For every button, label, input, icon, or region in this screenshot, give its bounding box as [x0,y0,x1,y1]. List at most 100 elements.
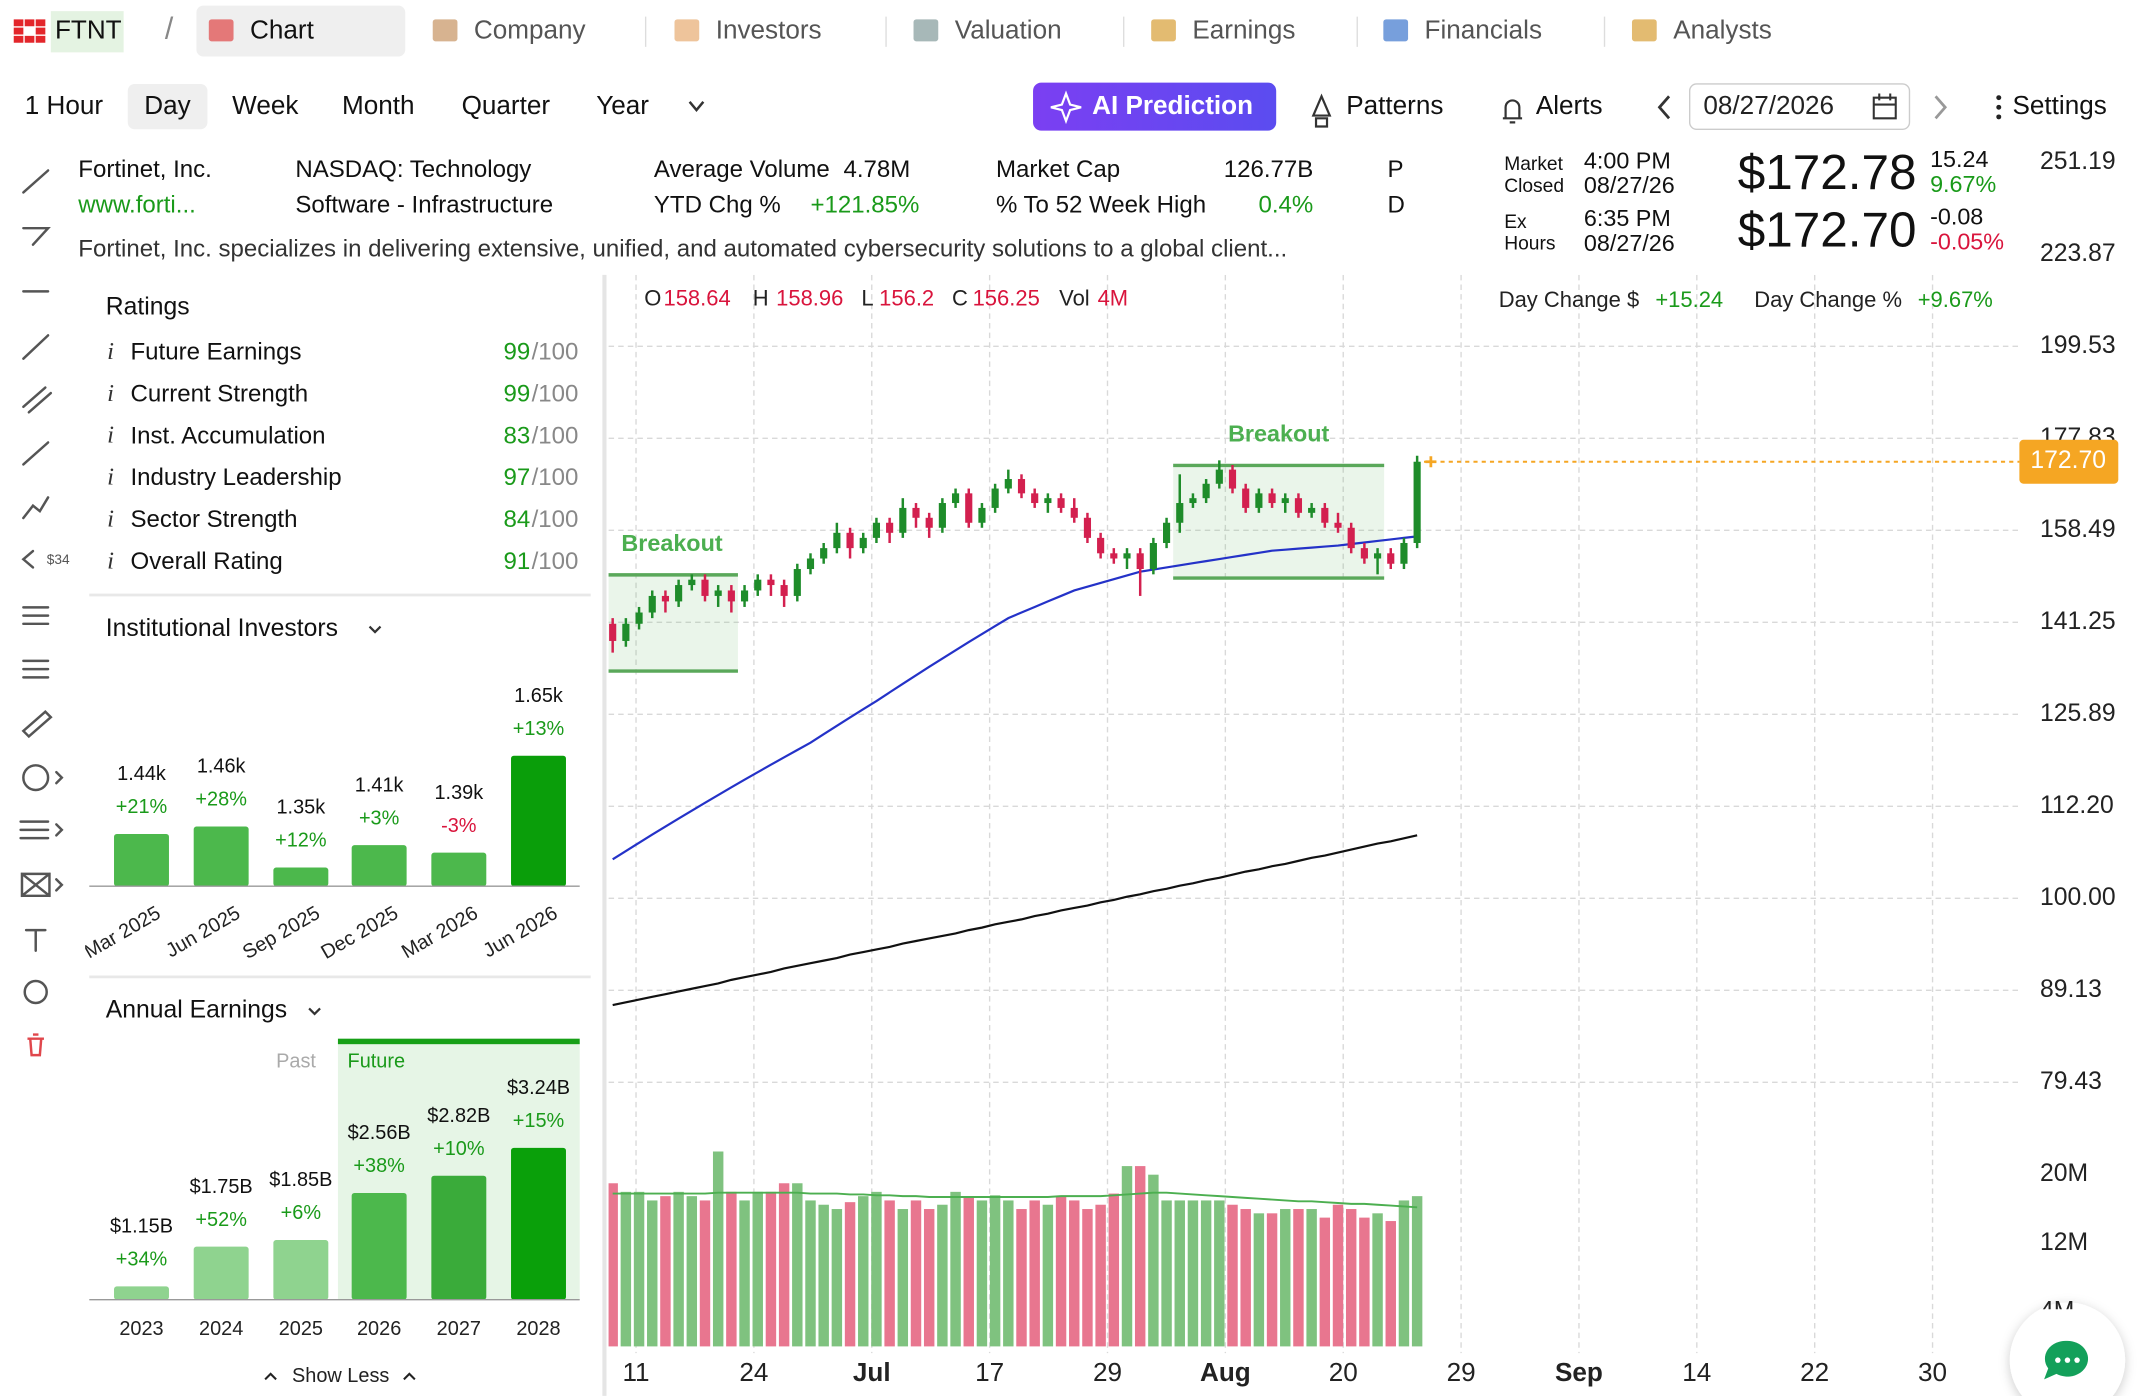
tool-more[interactable] [55,770,64,785]
timeframe[interactable]: Year [596,90,649,120]
tool-path[interactable] [22,496,50,520]
ai-button[interactable] [1033,82,1277,131]
timeframe-dropdown[interactable] [688,101,705,112]
tool-measure[interactable] [21,710,53,739]
volume-ma [612,1191,1418,1209]
bar-value-label: 1.39k [434,782,483,804]
stat-label: % To 52 Week High [996,192,1206,219]
section-chevron[interactable] [368,625,382,634]
volume-bar [989,1195,1001,1347]
tool-fib[interactable] [22,606,50,626]
chat-dot [2074,1357,2080,1363]
quote-time: 4:00 PM [1584,147,1671,173]
drawing-toolbar[interactable] [19,169,64,1005]
company-site[interactable]: www.forti... [77,192,196,219]
tool-price-text: $34 [47,552,70,567]
tool-text-lines[interactable] [19,820,50,840]
volume-bar [1411,1196,1423,1347]
tool-delete[interactable] [27,1033,44,1057]
tool-arrow[interactable] [22,441,50,466]
timeframe[interactable]: Quarter [462,90,551,120]
volume-bar [699,1200,711,1347]
tool-price-label[interactable] [21,549,35,569]
patterns-button[interactable]: Patterns [1346,90,1443,120]
candle-body [820,548,828,559]
candle-body [912,507,920,518]
volume-bar [1029,1200,1040,1347]
tool-more[interactable] [55,878,64,892]
rating-score: 91 [504,548,531,575]
tab[interactable]: Analysts [1673,15,1772,45]
section-chevron[interactable] [308,1007,321,1016]
show-less[interactable]: Show Less [292,1365,389,1387]
rating-name: Overall Rating [131,548,283,575]
bar [193,1246,249,1300]
bar-change-label: +15% [513,1110,564,1132]
volume-bar [1227,1204,1238,1347]
tab[interactable]: Valuation [955,15,1062,45]
ohlc-label: H [753,285,769,310]
ai-label[interactable]: AI Prediction [1092,90,1253,120]
y-tick-label: 79.43 [2040,1068,2102,1095]
x-tick-label: 22 [1800,1357,1829,1387]
y-tick-label: 141.25 [2040,608,2116,635]
stat-value: 126.77B [1224,156,1314,183]
tool-shape[interactable] [20,872,51,898]
last-price-label: 172.70 [2030,447,2106,474]
moving-average [612,535,1418,861]
ohlc-value: 4M [1098,285,1129,310]
ticker[interactable]: FTNT [55,15,122,45]
tool-levels[interactable] [22,659,50,679]
settings-button[interactable]: Settings [2013,90,2107,120]
prev-date[interactable] [1657,95,1671,120]
tool-more[interactable] [55,823,64,837]
date[interactable]: 08/27/2026 [1703,90,1834,120]
moving-average [612,834,1418,1007]
volume-bar [897,1209,909,1347]
tab[interactable]: Investors [716,15,822,45]
volume-bar [1161,1200,1172,1347]
tool-trend[interactable] [22,169,50,194]
date-box[interactable] [1688,83,1911,130]
tool-ray[interactable] [22,226,51,246]
ohlc-label: L [861,285,873,310]
tab[interactable]: Financials [1425,15,1542,45]
timeframe[interactable]: Month [342,90,415,120]
candle-body [1162,522,1171,543]
caret [264,1372,277,1381]
timeframe[interactable]: Day [144,90,190,120]
tool-channel[interactable] [22,386,53,414]
next-date[interactable] [1934,95,1948,120]
tool-text[interactable] [24,928,47,953]
tab-icon [432,19,458,42]
stat-value: 0.4% [1258,192,1313,219]
bar-value-label: $3.24B [507,1077,570,1099]
tab[interactable]: Chart [250,15,315,45]
candle-body [740,590,749,602]
ohlc-label: C [952,285,968,310]
industry: Software - Infrastructure [295,192,553,219]
ai-icon [1050,90,1082,125]
candle-body [675,585,683,602]
bar [193,826,249,887]
candle-body [1149,542,1157,570]
day-change-label: Day Change $ [1499,287,1639,312]
volume-axis: 20M 12M 4M [2040,1160,2088,1309]
tool-circle[interactable] [22,764,50,792]
volume-bar [633,1191,645,1347]
candle-body [1004,479,1012,489]
candle-body [1044,498,1052,504]
tool-extended[interactable] [22,334,50,360]
timeframe[interactable]: Week [232,90,299,120]
tab[interactable]: Earnings [1192,15,1295,45]
chat-button[interactable] [2009,1302,2126,1396]
candle-body [1070,507,1078,518]
tab[interactable]: Company [474,15,586,45]
tool-emoji[interactable] [23,979,48,1005]
alerts-button[interactable]: Alerts [1536,90,1603,120]
rating-score: 99 [504,339,531,366]
section-title[interactable]: Annual Earnings [106,997,287,1024]
x-tick-label: 29 [1093,1357,1122,1387]
section-title[interactable]: Institutional Investors [106,615,338,642]
timeframe[interactable]: 1 Hour [25,90,104,120]
